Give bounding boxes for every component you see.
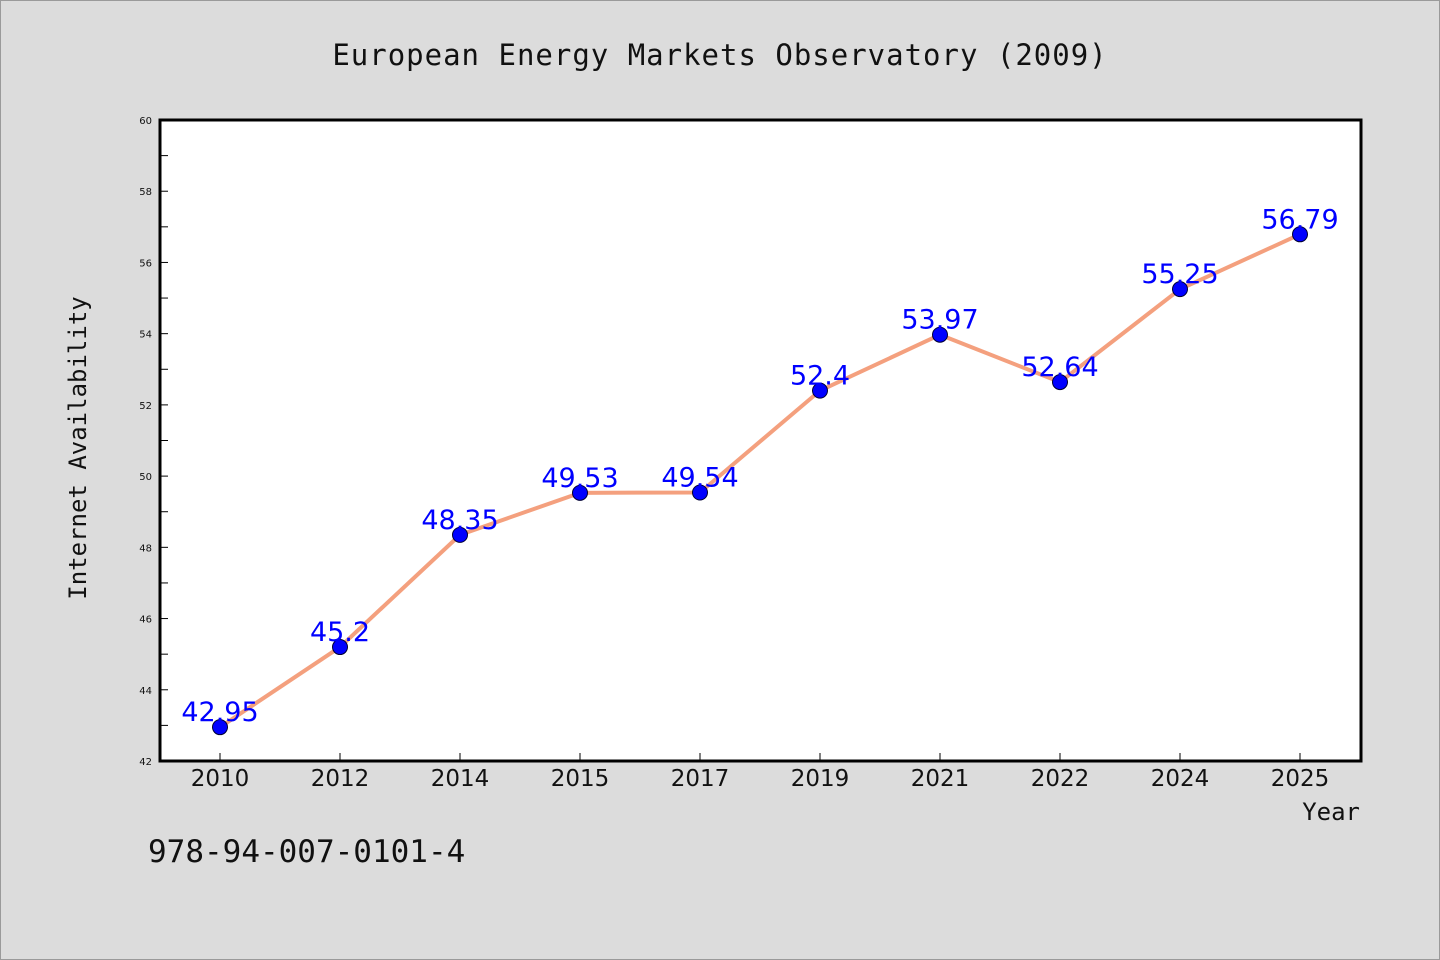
data-point-marker (212, 719, 228, 736)
x-axis-title: Year (1302, 798, 1360, 826)
x-tick-label: 2015 (551, 766, 610, 792)
data-point-marker (1172, 281, 1188, 298)
y-tick-label: 54 (139, 330, 152, 341)
data-point-marker (572, 484, 588, 501)
series-line-group (212, 226, 1308, 736)
data-label: 53.97 (901, 305, 978, 336)
y-tick-label: 58 (139, 187, 152, 198)
x-axis: 2010 2012 2014 2015 2017 2019 2021 2022 2024 2025 (191, 753, 1330, 792)
data-point-marker (812, 382, 828, 399)
data-point-marker (692, 484, 708, 501)
y-tick-label: 56 (139, 258, 152, 269)
y-tick-label: 50 (139, 472, 152, 483)
data-label: 49.53 (541, 463, 618, 494)
data-label: 52.64 (1021, 352, 1098, 383)
x-tick-label: 2014 (431, 766, 490, 792)
data-label: 49.54 (661, 462, 738, 493)
y-tick-label: 48 (139, 543, 152, 554)
data-label: 56.79 (1261, 204, 1338, 235)
data-label: 42.95 (181, 697, 258, 728)
y-tick-label: 44 (139, 686, 152, 697)
isbn-label: 978-94-007-0101-4 (148, 834, 466, 870)
data-label: 52.4 (790, 361, 850, 392)
data-point-marker (1292, 226, 1308, 243)
data-point-marker (332, 639, 348, 656)
data-point-marker (452, 526, 468, 543)
y-axis-title: Internet Availability (64, 296, 92, 599)
data-label: 55.25 (1141, 259, 1218, 290)
x-tick-label: 2012 (311, 766, 370, 792)
y-tick-label: 42 (139, 757, 152, 768)
x-tick-label: 2022 (1031, 766, 1090, 792)
x-tick-label: 2017 (671, 766, 730, 792)
data-label: 48.35 (421, 505, 498, 536)
x-tick-label: 2019 (791, 766, 850, 792)
y-tick-label: 52 (139, 401, 152, 412)
chart-title: European Energy Markets Observatory (200… (332, 38, 1108, 72)
series-line (218, 232, 1301, 729)
data-point-marker (932, 326, 948, 343)
data-label: 45.2 (310, 617, 370, 648)
y-tick-label: 46 (139, 615, 152, 626)
x-tick-label: 2024 (1151, 766, 1210, 792)
x-tick-label: 2021 (911, 766, 970, 792)
x-tick-label: 2025 (1271, 766, 1330, 792)
y-tick-label: 60 (139, 116, 152, 127)
y-axis: 42 44 46 48 50 52 54 56 58 60 (139, 116, 168, 768)
data-labels-group: 42.95 45.2 48.35 49.53 49.54 52.4 53.97 52.64 55… (181, 204, 1338, 728)
data-point-marker (1052, 374, 1068, 391)
x-tick-label: 2010 (191, 766, 250, 792)
